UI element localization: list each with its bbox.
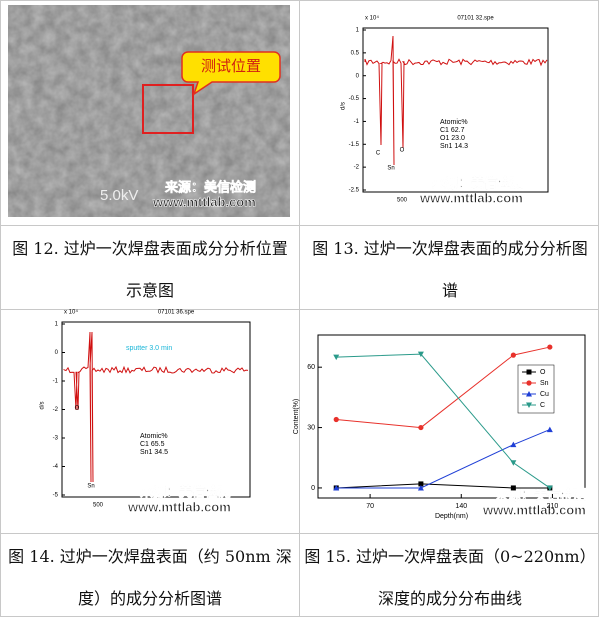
- point: [510, 352, 516, 358]
- y-tick-label: -0.5: [349, 96, 360, 102]
- point: [418, 424, 424, 431]
- watermark: 来源：美信检测: [139, 484, 231, 499]
- point: [510, 460, 517, 466]
- sem-texture: [8, 5, 290, 217]
- point: [526, 391, 532, 397]
- point: [417, 351, 424, 358]
- test-area: [142, 84, 194, 134]
- spectrum-title: 07101 36.spe: [158, 310, 195, 316]
- point: [526, 380, 532, 386]
- y-label: d/s: [341, 102, 347, 110]
- watermark: www.mttlab.com: [152, 194, 256, 209]
- y-tick-label: 0.5: [351, 50, 360, 56]
- y-tick-label: 30: [307, 424, 315, 431]
- y-tick-label: -1: [53, 379, 59, 385]
- legend-label: Cu: [540, 391, 549, 398]
- spectrum-title: 07101 32.spe: [457, 16, 494, 22]
- atomic-text: C1 62.7: [440, 127, 465, 134]
- spectrum-trace: [63, 331, 249, 483]
- point: [510, 441, 517, 448]
- atomic-text: Atomic%: [140, 433, 168, 440]
- y-axis-label: Content(%): [293, 399, 300, 434]
- series-line: [336, 353, 551, 489]
- y-tick-label: -2: [53, 407, 59, 413]
- callout: [181, 51, 281, 96]
- legend-label: Sn: [540, 380, 549, 387]
- x-tick-label: 70: [366, 503, 374, 510]
- point: [333, 354, 340, 361]
- atomic-text: O1 23.0: [440, 135, 465, 142]
- point: [547, 344, 553, 350]
- callout-text: 测试位置: [201, 58, 261, 75]
- y-label: d/s: [40, 401, 46, 409]
- y-tick-label: -1.5: [349, 142, 360, 148]
- peak-label: Sn: [387, 166, 394, 172]
- caption: 图 13. 过炉一次焊盘表面的成分分析图谱: [312, 239, 588, 300]
- exponent: x 10⁴: [365, 15, 379, 22]
- point: [417, 484, 424, 491]
- watermark: 来源：美信检测: [494, 487, 586, 502]
- spectrum-trace: [364, 35, 548, 166]
- x-tick-label: 500: [397, 198, 408, 204]
- series-line: [336, 429, 551, 489]
- y-tick-label: 0: [356, 73, 360, 79]
- y-tick-label: -4: [53, 464, 59, 470]
- y-tick-label: -1: [354, 119, 360, 125]
- exponent: x 10⁴: [64, 309, 78, 316]
- watermark: www.mttlab.com: [127, 499, 231, 514]
- y-tick-label: 1: [55, 322, 59, 328]
- atomic-text: Atomic%: [440, 119, 468, 126]
- point: [546, 485, 553, 491]
- x-tick-label: 140: [455, 503, 467, 510]
- caption: 图 15. 过炉一次焊盘表面（0~220nm）深度的成分分布曲线: [304, 547, 596, 608]
- y-tick-label: -2: [354, 165, 360, 171]
- spectrum-image: [337, 8, 557, 218]
- atomic-text: Sn1 14.3: [440, 143, 468, 150]
- atomic-text: Sn1 34.5: [140, 449, 168, 456]
- x-tick-label: 500: [93, 503, 104, 509]
- peak-label: Sn: [87, 484, 94, 490]
- caption: 图 14. 过炉一次焊盘表面（约 50nm 深度）的成分分析图谱: [8, 547, 292, 608]
- point: [526, 369, 532, 375]
- y-tick-label: -3: [53, 436, 59, 442]
- watermark: 来源：美信检测: [164, 179, 256, 194]
- legend-label: C: [540, 402, 545, 409]
- peak-label: O: [75, 406, 80, 412]
- y-tick-label: 60: [307, 364, 315, 371]
- point: [333, 416, 339, 423]
- legend-label: O: [540, 369, 546, 376]
- y-tick-label: 1: [356, 28, 360, 34]
- point: [333, 484, 340, 491]
- y-tick-label: -2.5: [349, 188, 360, 194]
- watermark: www.mttlab.com: [482, 502, 586, 517]
- scale-text: 5.0kV: [100, 187, 138, 204]
- series-line: [336, 346, 550, 429]
- point: [418, 481, 424, 487]
- watermark: www.mttlab.com: [419, 190, 523, 205]
- point: [546, 426, 553, 433]
- plot-frame: [317, 334, 586, 499]
- y-tick-label: -5: [53, 493, 59, 499]
- y-tick-label: 0: [55, 350, 59, 356]
- point: [526, 402, 532, 408]
- caption: 图 12. 过炉一次焊盘表面成分分析位置示意图: [12, 239, 288, 300]
- note: sputter 3.0 min: [126, 345, 172, 352]
- peak-label: O: [400, 148, 405, 154]
- peak-label: C: [376, 151, 381, 157]
- x-tick-label: 210: [547, 503, 559, 510]
- point: [510, 485, 516, 491]
- x-axis-label: Depth(nm): [435, 513, 468, 520]
- watermark: 来源：美信检测: [431, 175, 523, 190]
- y-tick-label: 0: [311, 485, 315, 492]
- series-line: [336, 483, 550, 489]
- plot-frame: [362, 27, 549, 193]
- atomic-text: C1 65.5: [140, 441, 165, 448]
